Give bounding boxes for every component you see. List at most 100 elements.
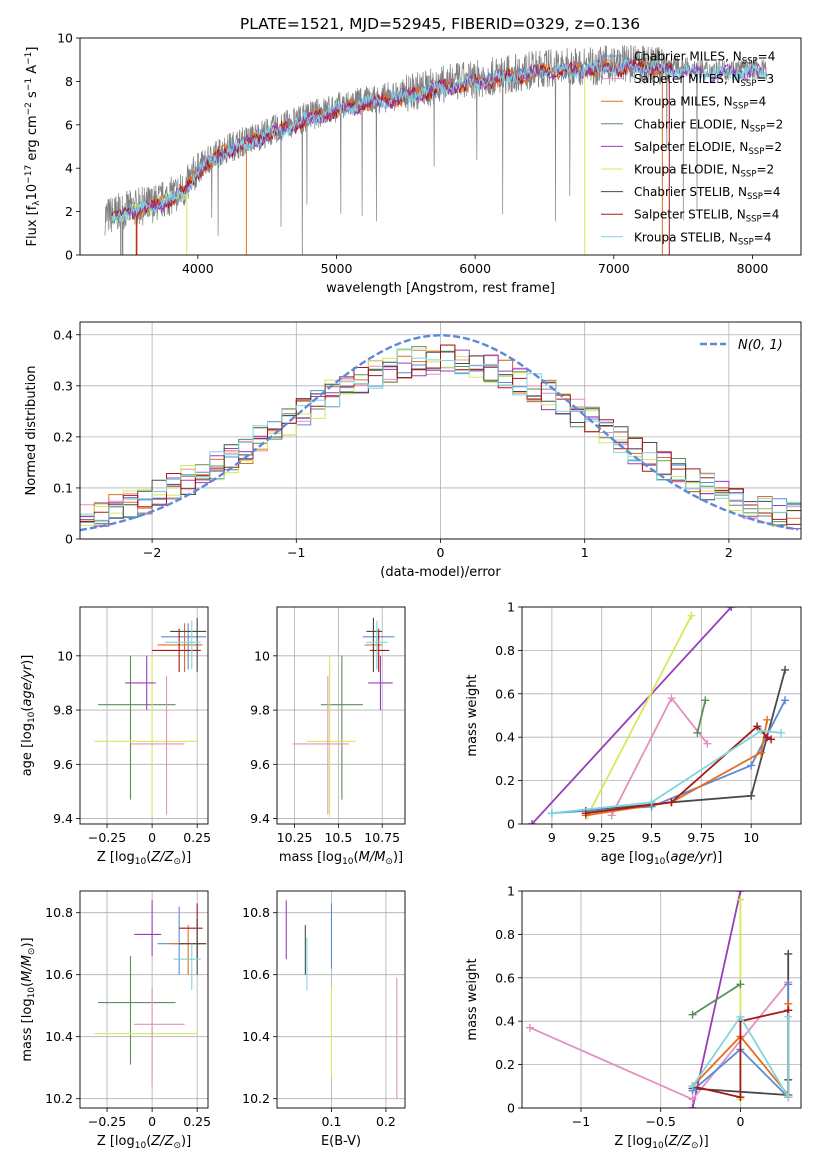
y-tick-label: 0.4 xyxy=(495,730,515,745)
marker-salpeter_miles xyxy=(703,739,712,748)
legend-sub: SSP xyxy=(741,170,757,180)
plot-area-mass_vs_Z xyxy=(94,900,207,1087)
x-tick-label: 0.25 xyxy=(183,830,211,845)
label-part: −1 xyxy=(24,52,34,65)
histogram-kroupa_stelib xyxy=(80,348,801,521)
x-tick-label: −1 xyxy=(572,1114,590,1129)
legend-count: =4 xyxy=(749,95,767,109)
marker-salpeter_miles xyxy=(688,1095,697,1104)
label-part: 10 xyxy=(654,857,666,867)
y-tick-label: 0 xyxy=(65,248,73,263)
y-tick-label: 9.6 xyxy=(53,757,73,772)
marker-salpeter_elodie xyxy=(527,820,536,824)
x-tick-label: 9.5 xyxy=(642,830,662,845)
label-part: age/yr xyxy=(20,663,35,706)
legend-label-salpeter_elodie: Salpeter ELODIE, NSSP=2 xyxy=(634,140,782,157)
label-part: ] xyxy=(25,47,40,52)
y-axis-label: Normed distribution xyxy=(24,366,39,496)
series-salpeter_miles xyxy=(529,981,789,1101)
label-part: ( xyxy=(664,1134,669,1149)
series-chabrier_elodie xyxy=(696,700,707,734)
label-part: age [log xyxy=(601,850,654,865)
label-part: )] xyxy=(393,850,403,865)
x-axis-label: age [log10(age/yr)] xyxy=(601,850,723,867)
marker-chabrier_miles xyxy=(781,696,790,705)
marker-chabrier_miles xyxy=(784,980,793,989)
label-part: ( xyxy=(20,982,35,987)
x-tick-label: 0.25 xyxy=(183,1114,211,1129)
x-tick-label: 9.25 xyxy=(588,830,616,845)
legend-label-chabrier_miles: Chabrier MILES, NSSP=4 xyxy=(634,50,775,67)
series-kroupa_elodie xyxy=(587,615,693,816)
y-tick-label: 9.8 xyxy=(250,703,270,718)
marker-salpeter_elodie xyxy=(727,607,736,611)
label-part: −1 xyxy=(24,78,34,91)
y-tick-label: 0.2 xyxy=(53,429,73,444)
legend-text: Chabrier ELODIE, N xyxy=(634,117,750,131)
legend-sub: SSP xyxy=(742,57,758,67)
x-tick-label: −0.25 xyxy=(88,830,126,845)
marker-kroupa_stelib xyxy=(736,1012,745,1021)
marker-salpeter_stelib xyxy=(667,798,676,807)
marker-salpeter_stelib xyxy=(753,722,762,731)
y-tick-label: 9.4 xyxy=(53,811,73,826)
plot-area-mass_vs_ebv xyxy=(285,900,398,1099)
x-tick-label: −2 xyxy=(143,545,161,560)
legend-label-kroupa_elodie: Kroupa ELODIE, NSSP=2 xyxy=(634,163,774,180)
model-chabrier_miles-line xyxy=(111,59,672,225)
legend-count: =2 xyxy=(756,163,774,177)
x-tick-label: 2 xyxy=(725,545,733,560)
legend-label-gauss: N(0, 1) xyxy=(738,338,783,353)
y-tick-label: 1 xyxy=(507,884,515,899)
label-part: )] xyxy=(181,850,191,865)
y-tick-label: 10 xyxy=(57,31,73,46)
label-part: M/M xyxy=(20,955,35,982)
legend-text: Kroupa ELODIE, N xyxy=(634,163,741,177)
label-part: 10 xyxy=(652,1141,664,1151)
marker-kroupa_stelib xyxy=(547,809,556,818)
x-tick-label: 10.5 xyxy=(324,830,352,845)
x-axis-label: mass [log10(M/M⊙)] xyxy=(279,850,403,867)
marker-kroupa_elodie xyxy=(736,895,745,904)
label-part: ⊙ xyxy=(27,948,37,956)
y-tick-label: 10.6 xyxy=(242,967,270,982)
y-tick-label: 0.3 xyxy=(53,378,73,393)
marker-chabrier_stelib xyxy=(784,949,793,958)
legend-sub: SSP xyxy=(741,79,757,89)
y-tick-label: 0.6 xyxy=(495,686,515,701)
marker-kroupa_stelib xyxy=(757,726,766,735)
x-tick-label: −0.25 xyxy=(88,1114,126,1129)
axes-spectrum: 4000 5000 6000 7000 8000 0 2 4 6 8 10 wavelength [A… xyxy=(24,31,802,296)
y-tick-label: 0.2 xyxy=(495,773,515,788)
axes-frame xyxy=(79,321,802,540)
y-axis-label: mass weight xyxy=(465,674,480,756)
label-part: 10 xyxy=(135,1141,147,1151)
marker-chabrier_stelib xyxy=(747,791,756,800)
x-tick-label: 10.75 xyxy=(364,830,400,845)
label-part: ⊙ xyxy=(173,857,181,867)
y-tick-label: 0.8 xyxy=(495,927,515,942)
gaussian-reference-line xyxy=(80,334,799,532)
label-part: −17 xyxy=(24,165,34,184)
y-tick-label: 10.8 xyxy=(242,905,270,920)
label-part: λ xyxy=(32,200,42,206)
y-tick-label: 10.6 xyxy=(45,967,73,982)
label-part: Z [log xyxy=(97,1134,135,1149)
label-part: E(B-V) xyxy=(321,1134,361,1149)
y-tick-label: 10 xyxy=(254,648,270,663)
legend-sub: SSP xyxy=(746,215,762,225)
series-kroupa_stelib xyxy=(551,729,782,814)
label-part: erg cm xyxy=(25,115,40,164)
model-kroupa_stelib-line xyxy=(111,58,767,223)
x-tick-label: 0.2 xyxy=(376,1114,396,1129)
y-tick-label: 1 xyxy=(507,600,515,615)
label-part: mass [log xyxy=(279,850,342,865)
series-salpeter_elodie xyxy=(531,607,732,824)
label-part: mass weight xyxy=(465,958,480,1040)
label-part: 10 xyxy=(27,987,37,999)
x-tick-label: 10 xyxy=(743,830,759,845)
marker-chabrier_elodie xyxy=(693,728,702,737)
marker-chabrier_elodie xyxy=(736,980,745,989)
figure-title: PLATE=1521, MJD=52945, FIBERID=0329, z=0… xyxy=(240,15,640,33)
